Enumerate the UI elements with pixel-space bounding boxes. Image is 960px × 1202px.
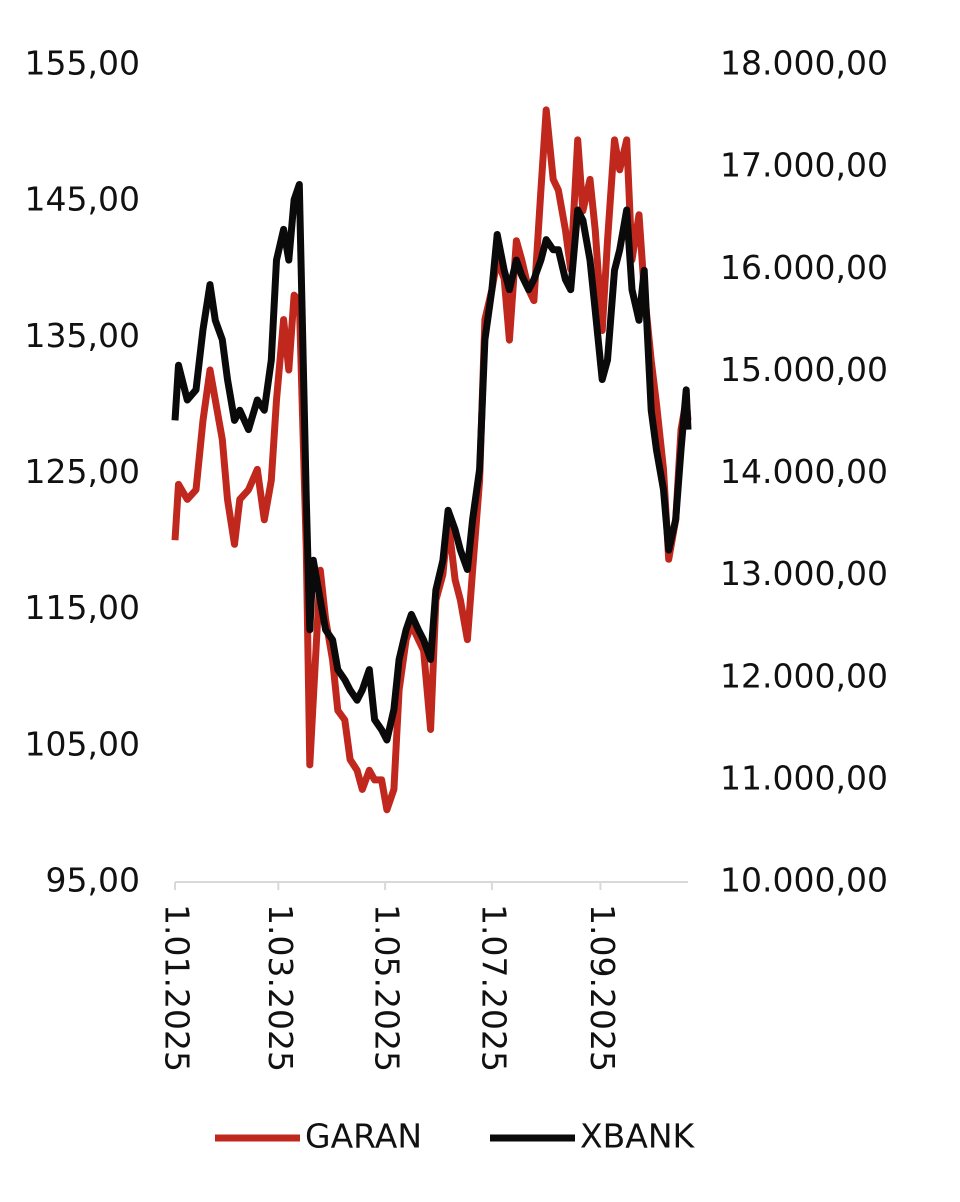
y-tick-label: 135,00 [25,316,140,355]
x-tick-label: 1.05.2025 [368,904,407,1072]
legend-label: GARAN [305,1117,422,1156]
legend-label: XBANK [580,1117,696,1156]
y-tick-label: 105,00 [25,724,140,763]
series-line [171,181,692,744]
series-line [171,106,692,814]
y2-tick-label: 13.000,00 [720,554,888,593]
x-tick-label: 1.01.2025 [158,904,197,1072]
y2-tick-label: 11.000,00 [720,758,888,797]
y2-tick-label: 15.000,00 [720,350,888,389]
y2-tick-label: 17.000,00 [720,146,888,185]
y-tick-label: 125,00 [25,452,140,491]
x-tick-label: 1.09.2025 [583,904,622,1072]
x-tick-label: 1.03.2025 [261,904,300,1072]
y-tick-label: 95,00 [46,861,140,900]
y2-tick-label: 16.000,00 [720,248,888,287]
y2-tick-label: 18.000,00 [720,44,888,83]
y-tick-label: 155,00 [25,44,140,83]
y2-tick-label: 12.000,00 [720,656,888,695]
y2-tick-label: 10.000,00 [720,861,888,900]
y2-tick-label: 14.000,00 [720,452,888,491]
y-tick-label: 115,00 [25,588,140,627]
x-tick-label: 1.07.2025 [474,904,513,1072]
y-tick-label: 145,00 [25,180,140,219]
